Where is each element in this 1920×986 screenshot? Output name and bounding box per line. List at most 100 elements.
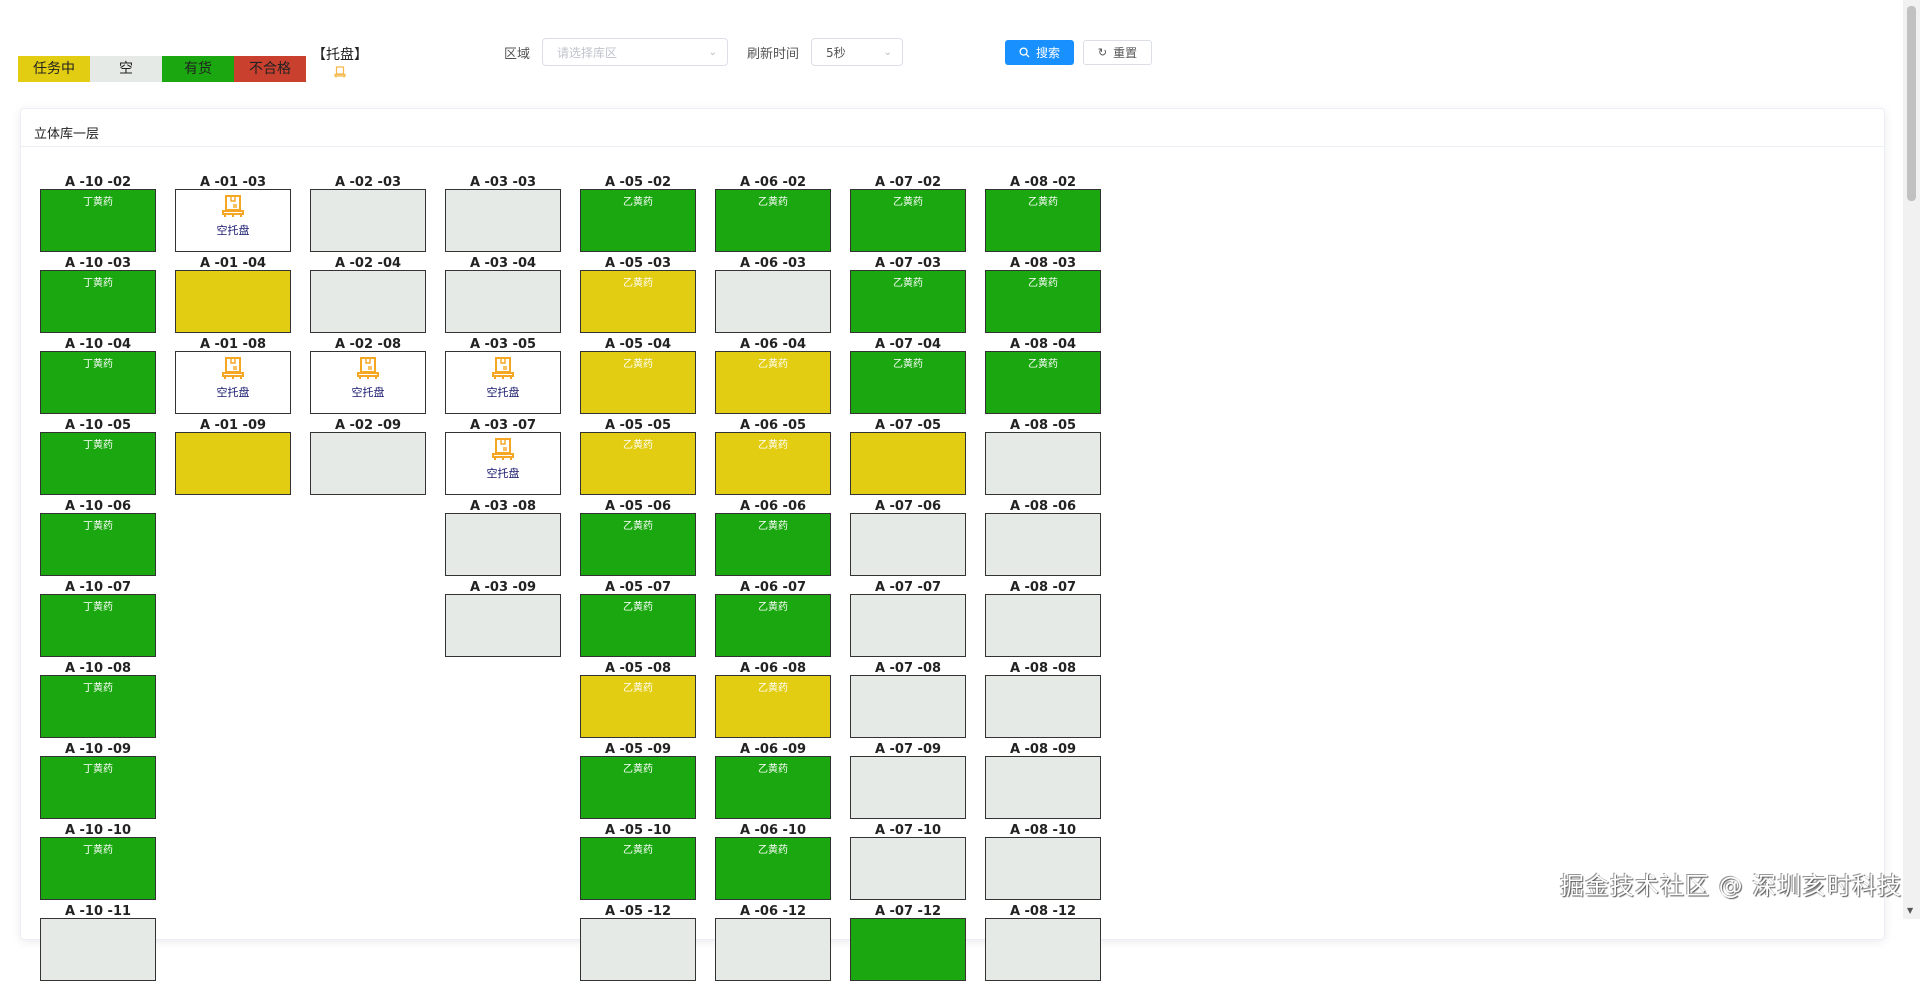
refresh-select[interactable]: 5秒 ⌄ xyxy=(811,38,904,66)
slot-cell-empty[interactable] xyxy=(985,675,1101,738)
slot-cell-full[interactable]: 乙黄药 xyxy=(580,837,696,900)
slot-code: A -10 -04 xyxy=(64,337,132,352)
slot-cell-empty[interactable] xyxy=(850,513,966,576)
slot-cell-empty[interactable] xyxy=(985,756,1101,819)
slot-content: 丁黄药 xyxy=(83,683,113,694)
slot-cell-full[interactable] xyxy=(850,918,966,981)
slot-content: 乙黄药 xyxy=(623,683,653,694)
search-button[interactable]: 搜索 xyxy=(1005,40,1074,65)
area-select[interactable]: 请选择库区 ⌄ xyxy=(542,38,729,66)
storage-slot: A -07 -04 乙黄药 xyxy=(850,338,966,419)
slot-cell-full[interactable]: 乙黄药 xyxy=(715,594,831,657)
slot-cell-full[interactable]: 乙黄药 xyxy=(985,351,1101,414)
slot-cell-pallet[interactable]: 空托盘 xyxy=(445,351,561,414)
refresh-filter: 刷新时间 5秒 ⌄ xyxy=(747,38,904,66)
slot-cell-empty[interactable] xyxy=(850,756,966,819)
slot-cell-full[interactable]: 丁黄药 xyxy=(40,513,156,576)
slot-content: 乙黄药 xyxy=(758,845,788,856)
slot-cell-full[interactable]: 乙黄药 xyxy=(850,351,966,414)
slot-cell-full[interactable]: 丁黄药 xyxy=(40,594,156,657)
slot-cell-full[interactable]: 丁黄药 xyxy=(40,675,156,738)
slot-cell-task[interactable] xyxy=(175,270,291,333)
slot-code: A -06 -02 xyxy=(739,175,807,190)
slot-cell-empty[interactable] xyxy=(850,837,966,900)
slot-cell-full[interactable]: 丁黄药 xyxy=(40,351,156,414)
chevron-down-icon: ⌄ xyxy=(708,46,718,58)
scrollbar[interactable]: ▼ xyxy=(1903,0,1920,919)
slot-code: A -08 -09 xyxy=(1009,742,1077,757)
slot-code: A -07 -12 xyxy=(874,904,942,919)
slot-cell-empty[interactable] xyxy=(40,918,156,981)
slot-cell-pallet[interactable]: 空托盘 xyxy=(175,189,291,252)
slot-cell-task[interactable]: 乙黄药 xyxy=(580,351,696,414)
slot-cell-full[interactable]: 丁黄药 xyxy=(40,837,156,900)
slot-cell-empty[interactable] xyxy=(850,594,966,657)
slot-cell-empty[interactable] xyxy=(445,270,561,333)
slot-code: A -01 -09 xyxy=(199,418,267,433)
scroll-down-icon[interactable]: ▼ xyxy=(1907,906,1914,915)
warehouse-card: 立体库一层 A -10 -02 丁黄药 A -10 -03 丁黄药 A -10 -04 丁… xyxy=(20,108,1885,981)
slot-cell-full[interactable]: 乙黄药 xyxy=(985,189,1101,252)
slot-cell-empty[interactable] xyxy=(445,513,561,576)
slot-cell-empty[interactable] xyxy=(715,270,831,333)
slot-cell-pallet[interactable]: 空托盘 xyxy=(310,351,426,414)
slot-cell-full[interactable]: 乙黄药 xyxy=(715,837,831,900)
slot-content: 乙黄药 xyxy=(623,197,653,208)
slot-cell-task[interactable]: 乙黄药 xyxy=(715,351,831,414)
slot-content: 丁黄药 xyxy=(83,845,113,856)
slot-cell-task[interactable]: 乙黄药 xyxy=(715,432,831,495)
slot-cell-empty[interactable] xyxy=(310,189,426,252)
slot-cell-task[interactable]: 乙黄药 xyxy=(580,270,696,333)
slot-cell-task[interactable]: 乙黄药 xyxy=(715,675,831,738)
slot-cell-task[interactable]: 乙黄药 xyxy=(580,432,696,495)
slot-cell-full[interactable]: 乙黄药 xyxy=(715,513,831,576)
slot-cell-pallet[interactable]: 空托盘 xyxy=(175,351,291,414)
scrollbar-thumb[interactable] xyxy=(1907,6,1916,201)
slot-cell-task[interactable] xyxy=(175,432,291,495)
slot-cell-task[interactable] xyxy=(850,432,966,495)
slot-cell-full[interactable]: 丁黄药 xyxy=(40,189,156,252)
slot-cell-empty[interactable] xyxy=(580,918,696,981)
slot-cell-full[interactable]: 乙黄药 xyxy=(580,513,696,576)
slot-code: A -10 -03 xyxy=(64,256,132,271)
slot-cell-empty[interactable] xyxy=(985,594,1101,657)
slot-code: A -08 -07 xyxy=(1009,580,1077,595)
storage-slot: A -02 -03 xyxy=(310,176,426,257)
slot-content: 丁黄药 xyxy=(83,764,113,775)
storage-slot: A -05 -12 xyxy=(580,905,696,986)
slot-cell-full[interactable]: 乙黄药 xyxy=(985,270,1101,333)
slot-cell-empty[interactable] xyxy=(850,675,966,738)
slot-cell-full[interactable]: 乙黄药 xyxy=(580,594,696,657)
slot-cell-empty[interactable] xyxy=(310,432,426,495)
slot-cell-full[interactable]: 丁黄药 xyxy=(40,270,156,333)
storage-slot: A -05 -09 乙黄药 xyxy=(580,743,696,824)
slot-cell-empty[interactable] xyxy=(985,918,1101,981)
storage-slot: A -06 -06 乙黄药 xyxy=(715,500,831,581)
slot-cell-empty[interactable] xyxy=(985,513,1101,576)
slot-code: A -06 -05 xyxy=(739,418,807,433)
slot-cell-full[interactable]: 乙黄药 xyxy=(850,189,966,252)
slot-cell-full[interactable]: 丁黄药 xyxy=(40,432,156,495)
slot-cell-empty[interactable] xyxy=(715,918,831,981)
slot-cell-full[interactable]: 丁黄药 xyxy=(40,756,156,819)
slot-cell-empty[interactable] xyxy=(445,189,561,252)
storage-slot: A -01 -09 xyxy=(175,419,291,500)
slot-cell-empty[interactable] xyxy=(985,837,1101,900)
slot-cell-full[interactable]: 乙黄药 xyxy=(715,756,831,819)
storage-slot: A -07 -02 乙黄药 xyxy=(850,176,966,257)
storage-slot: A -01 -08 空托盘 xyxy=(175,338,291,419)
slot-cell-full[interactable]: 乙黄药 xyxy=(580,756,696,819)
slot-cell-full[interactable]: 乙黄药 xyxy=(715,189,831,252)
slot-cell-pallet[interactable]: 空托盘 xyxy=(445,432,561,495)
slot-cell-empty[interactable] xyxy=(310,270,426,333)
slot-cell-empty[interactable] xyxy=(445,594,561,657)
slot-code: A -06 -09 xyxy=(739,742,807,757)
storage-grid: A -10 -02 丁黄药 A -10 -03 丁黄药 A -10 -04 丁黄药 A -1… xyxy=(40,176,1101,986)
slot-code: A -07 -04 xyxy=(874,337,942,352)
slot-cell-task[interactable]: 乙黄药 xyxy=(580,675,696,738)
slot-cell-empty[interactable] xyxy=(985,432,1101,495)
slot-cell-full[interactable]: 乙黄药 xyxy=(580,189,696,252)
storage-slot: A -06 -12 xyxy=(715,905,831,986)
reset-button[interactable]: ↻ 重置 xyxy=(1083,40,1152,65)
slot-cell-full[interactable]: 乙黄药 xyxy=(850,270,966,333)
